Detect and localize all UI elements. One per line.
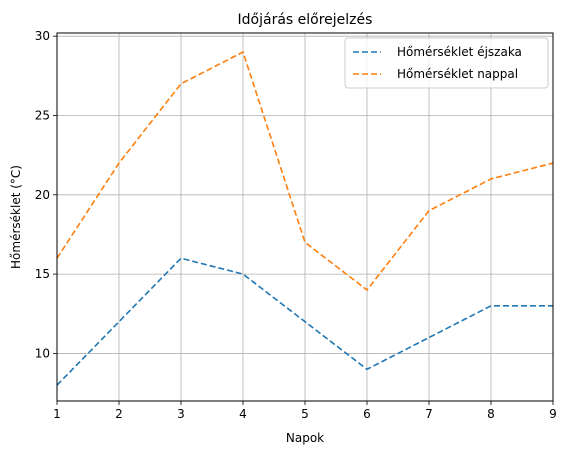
grid xyxy=(56,33,554,401)
y-tick-label: 10 xyxy=(35,346,50,360)
series-line-1 xyxy=(56,50,554,292)
x-tick-label: 3 xyxy=(177,407,185,421)
x-tick-label: 8 xyxy=(487,407,495,421)
series-lines xyxy=(56,50,554,386)
x-tick-label: 5 xyxy=(301,407,309,421)
x-axis-label: Napok xyxy=(286,431,324,445)
x-tick-label: 4 xyxy=(239,407,247,421)
legend-label-1: Hőmérséklet nappal xyxy=(397,67,518,81)
y-tick-label: 25 xyxy=(35,108,50,122)
x-tick-label: 1 xyxy=(53,407,61,421)
y-tick-label: 30 xyxy=(35,29,50,43)
series-line-0 xyxy=(56,257,553,386)
x-tick-label: 7 xyxy=(425,407,433,421)
y-axis-label: Hőmérséklet (°C) xyxy=(9,165,23,269)
x-tick-label: 9 xyxy=(549,407,557,421)
y-tick-label: 20 xyxy=(35,188,50,202)
legend-label-0: Hőmérséklet éjszaka xyxy=(397,45,522,59)
x-tick-label: 6 xyxy=(363,407,371,421)
y-tick-label: 15 xyxy=(35,267,50,281)
x-axis-ticks: 1 2 3 4 5 6 7 8 9 xyxy=(53,401,557,421)
legend: Hőmérséklet éjszaka Hőmérséklet nappal xyxy=(344,37,549,89)
chart-title: Időjárás előrejelzés xyxy=(238,12,373,28)
y-axis-ticks: 10 15 20 25 30 xyxy=(35,29,57,360)
legend-box xyxy=(344,37,549,89)
x-tick-label: 2 xyxy=(115,407,123,421)
